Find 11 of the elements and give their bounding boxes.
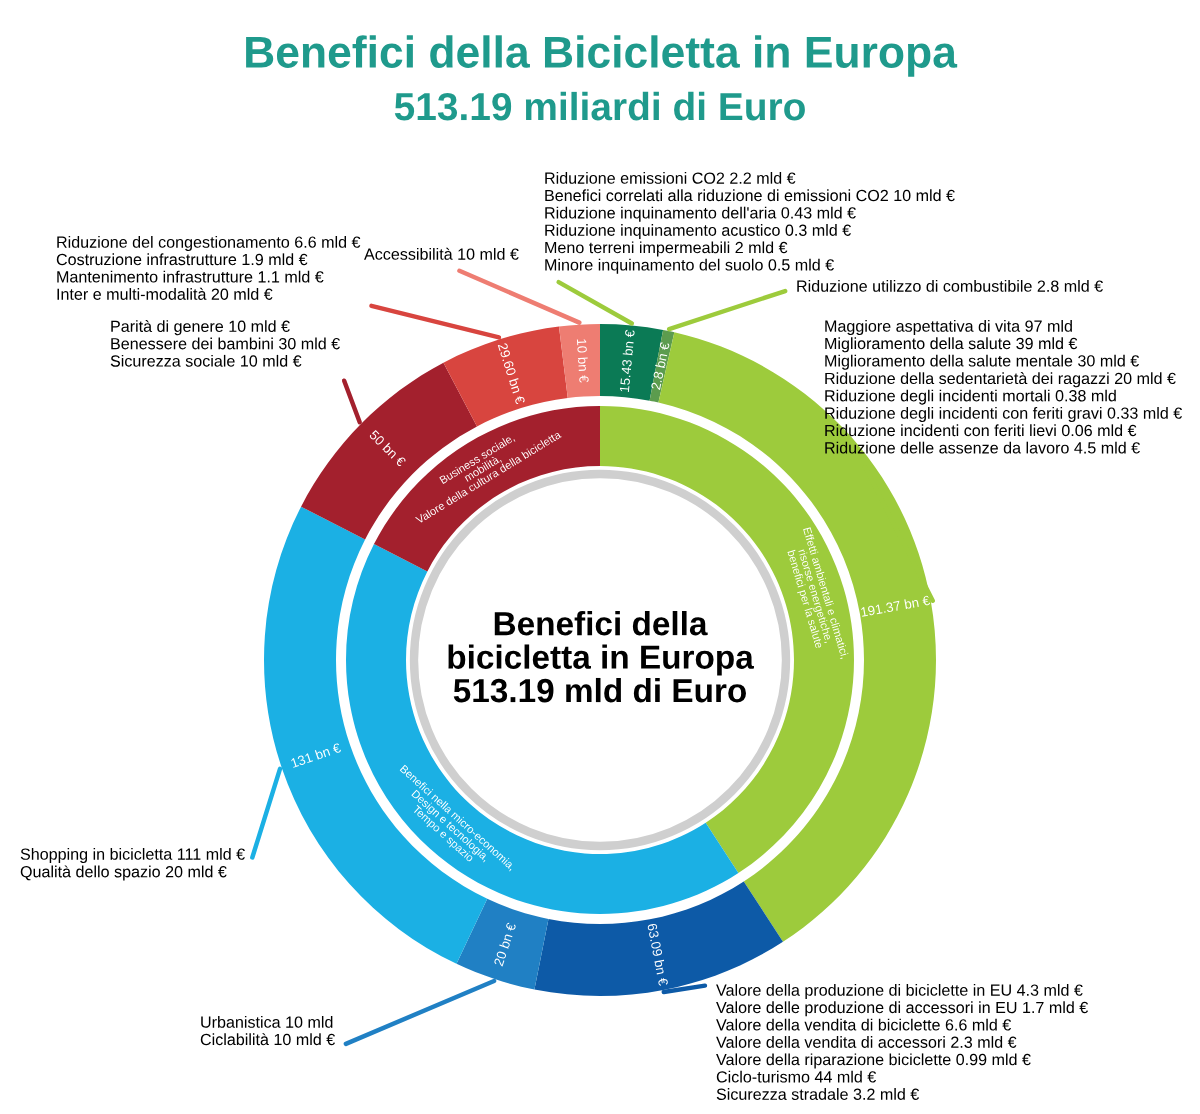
text: Shopping in bicicletta 111 mld € Qualità dello spazio 20 mld € bbox=[20, 848, 245, 881]
text: Valore della produzione di biciclette in EU 4.3 mld € Valore delle produzione di accessori in EU 1.7 mld € Valore della vendita di biciclette 6.6 mld € Valore della vendita di accessori 2.3 mld € Valore della riparazione biciclette 0.99 mld € Ciclo-turismo 44 mld € Sicurezza stradale 3.2 mld € bbox=[716, 984, 1089, 1100]
text: Riduzione emissioni CO2 2.2 mld € Benefici correlati alla riduzione di emissioni CO2 10 mld € Riduzione inquinamento dell'aria 0.43 mld € Riduzione inquinamento acustico 0.3 mld € Meno terreni impermeabili 2 mld € Minore inquinamento del suolo 0.5 mld € bbox=[545, 172, 955, 274]
text: Accessibilità 10 mld € bbox=[364, 247, 519, 260]
chart-title: Benefici della Bicicletta in Europa bbox=[246, 35, 958, 77]
text: Urbanistica 10 mld Ciclabilità 10 mld € bbox=[200, 1016, 335, 1046]
text: Benefici della bicicletta in Europa 513.19 mld di Euro bbox=[448, 610, 754, 703]
text: Parità di genere 10 mld € Benessere dei bambini 30 mld € Sicurezza sociale 10 mld € bbox=[110, 320, 340, 367]
text: Riduzione utilizzo di combustibile 2.8 mld € bbox=[797, 280, 1103, 292]
text: Riduzione del congestionamento 6.6 mld € Costruzione infrastrutture 1.9 mld € Mantenimento infrastrutture 1.1 mld € Inter e multi-modalità 20 mld € bbox=[56, 236, 361, 300]
chart-subtitle: 513.19 miliardi di Euro bbox=[394, 91, 805, 121]
